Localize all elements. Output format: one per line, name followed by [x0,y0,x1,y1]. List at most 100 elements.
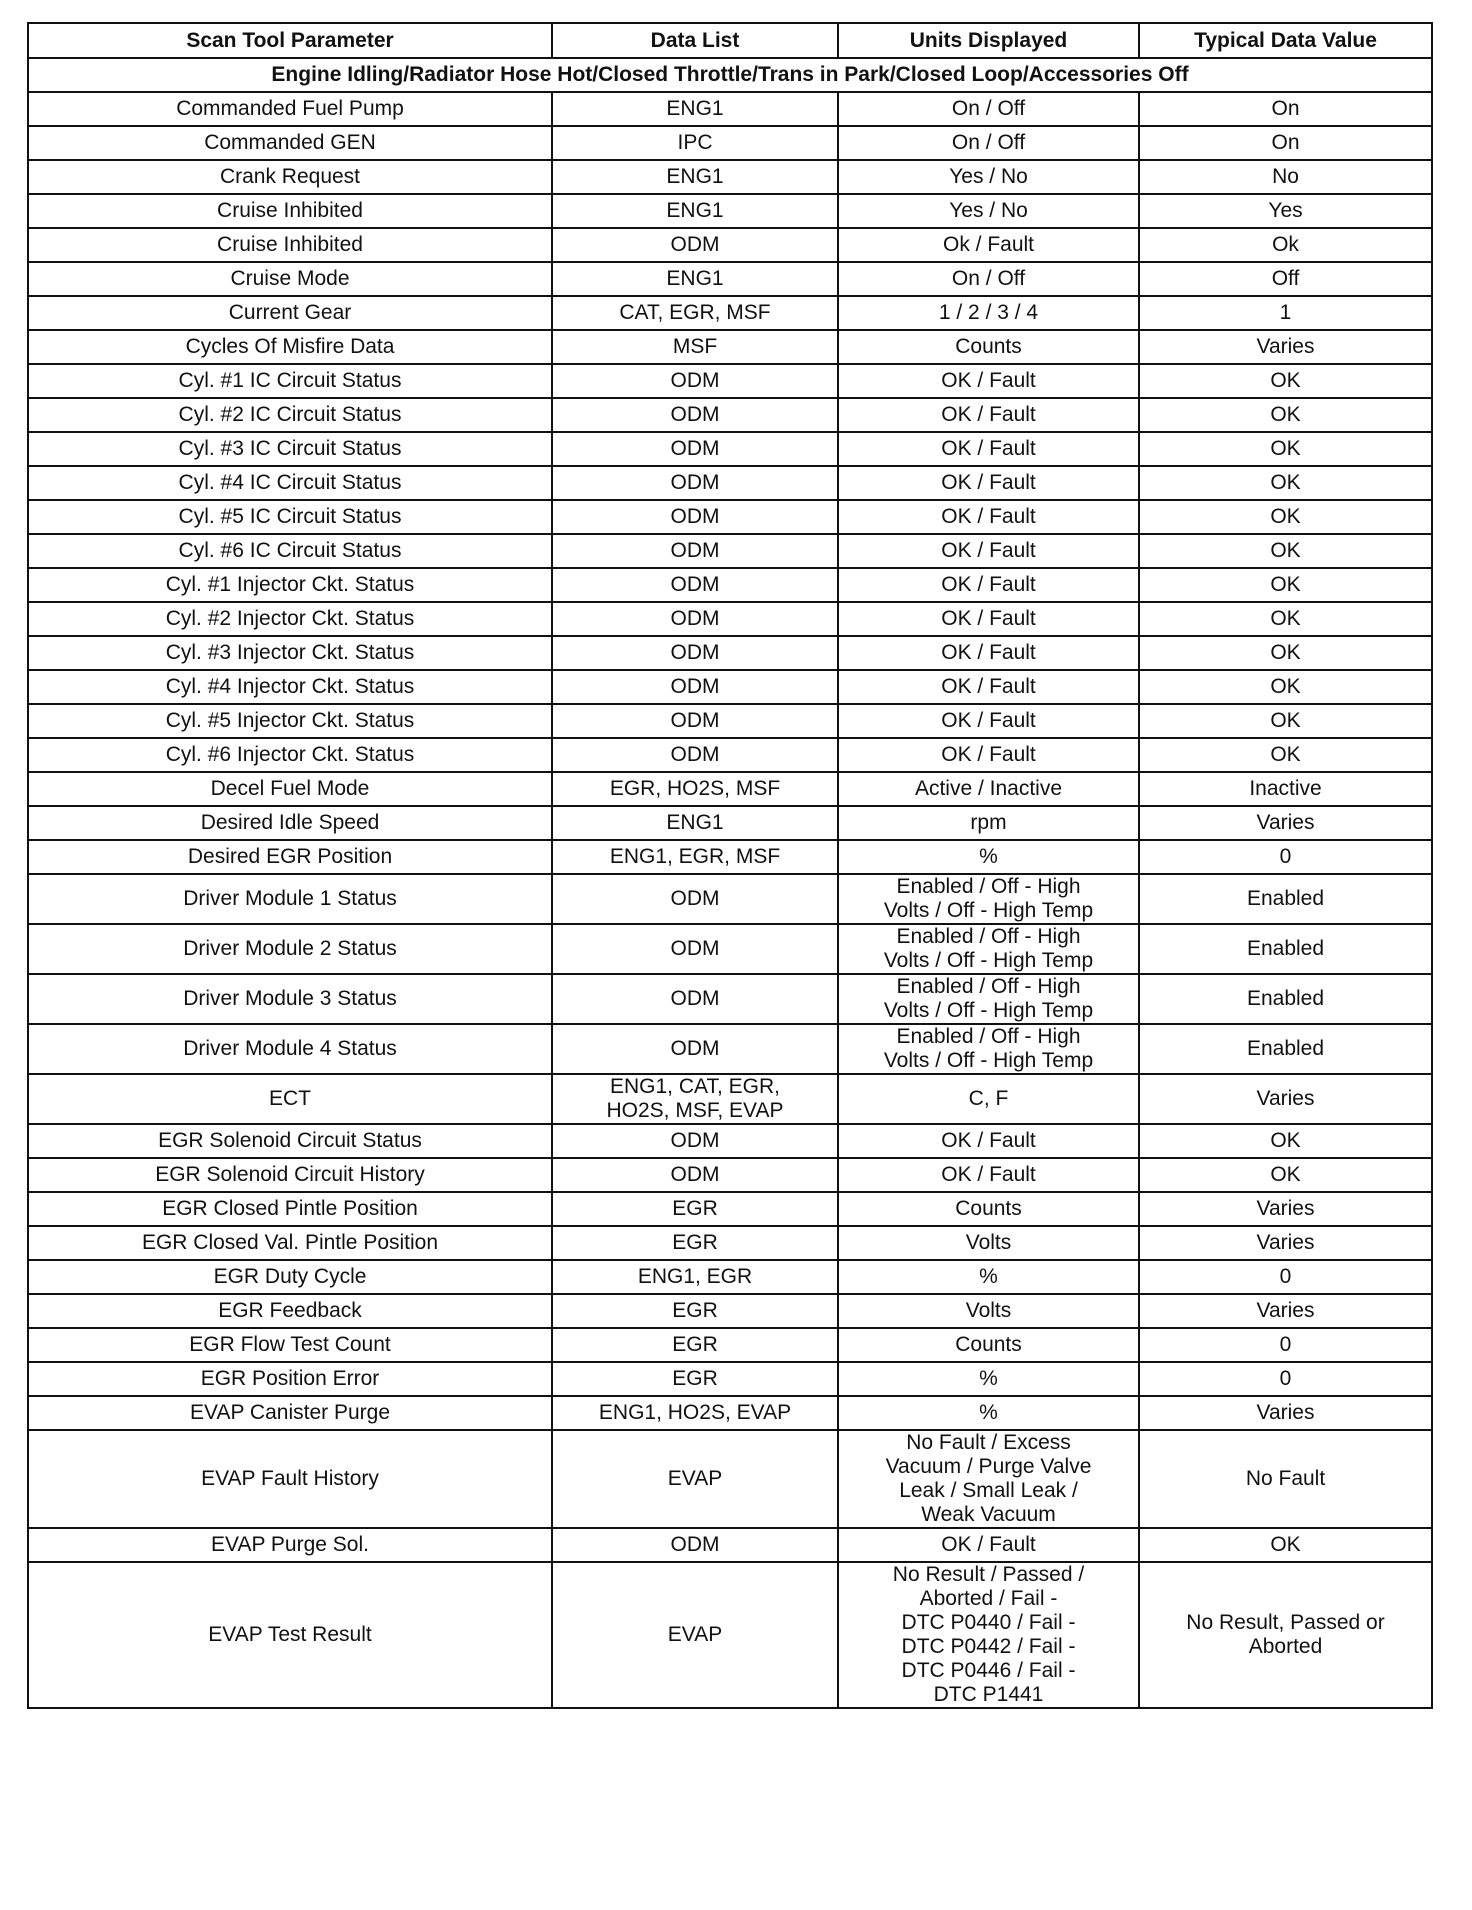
parameter-cell: Cyl. #3 Injector Ckt. Status [27,635,553,671]
units-cell: % [837,1259,1140,1295]
data-list-cell: ODM [551,465,839,501]
typical-value-cell: Yes [1138,193,1433,229]
data-list-cell: ODM [551,227,839,263]
data-list-cell: EGR [551,1191,839,1227]
parameter-cell: EGR Flow Test Count [27,1327,553,1363]
table-row: EGR Position Error EGR% 0 [27,1361,1433,1397]
typical-value-cell: On [1138,91,1433,127]
units-cell: Ok / Fault [837,227,1140,263]
typical-value-cell: 0 [1138,1361,1433,1397]
units-cell: OK / Fault [837,533,1140,569]
units-cell: No Result / Passed / Aborted / Fail - DT… [837,1561,1140,1709]
typical-value-cell: OK [1138,703,1433,739]
typical-value-cell: 0 [1138,839,1433,875]
table-row: Driver Module 2 Status ODM Enabled / Off -… [27,923,1433,975]
table-row: Cyl. #6 IC Circuit Status ODM OK / Fault OK [27,533,1433,569]
header-typical-data-value: Typical Data Value [1138,22,1433,59]
table-row: Cyl. #1 Injector Ckt. Status ODM OK / Faul… [27,567,1433,603]
header-scan-tool-parameter: Scan Tool Parameter [27,22,553,59]
parameter-cell: EGR Solenoid Circuit Status [27,1123,553,1159]
parameter-cell: Cyl. #6 IC Circuit Status [27,533,553,569]
parameter-cell: Driver Module 2 Status [27,923,553,975]
units-cell: C, F [837,1073,1140,1125]
parameter-cell: Cyl. #4 IC Circuit Status [27,465,553,501]
table-row: EGR Solenoid Circuit History ODM OK / Faul… [27,1157,1433,1193]
parameter-cell: Cruise Inhibited [27,193,553,229]
units-cell: Counts [837,1191,1140,1227]
parameter-cell: Commanded Fuel Pump [27,91,553,127]
parameter-cell: EVAP Test Result [27,1561,553,1709]
units-cell: rpm [837,805,1140,841]
units-cell: % [837,1395,1140,1431]
parameter-cell: Cyl. #4 Injector Ckt. Status [27,669,553,705]
data-list-cell: ODM [551,601,839,637]
typical-value-cell: Varies [1138,1293,1433,1329]
units-cell: Enabled / Off - High Volts / Off - High … [837,973,1140,1025]
units-cell: % [837,1361,1140,1397]
units-cell: Counts [837,1327,1140,1363]
typical-value-cell: Varies [1138,1191,1433,1227]
typical-value-cell: OK [1138,737,1433,773]
units-cell: Yes / No [837,159,1140,195]
table-row: Cruise Inhibited ENG1 Yes / No Yes [27,193,1433,229]
typical-value-cell: OK [1138,669,1433,705]
table-body: Commanded Fuel Pump ENG1 On / Off On Command… [27,91,1433,1709]
table-row: Cyl. #3 IC Circuit Status ODM OK / Fault OK [27,431,1433,467]
table-row: Cyl. #1 IC Circuit Status ODM OK / Fault OK [27,363,1433,399]
table-row: ECT ENG1, CAT, EGR, HO2S, MSF, EVAP C, F Va… [27,1073,1433,1125]
table-row: Cyl. #3 Injector Ckt. Status ODM OK / Faul… [27,635,1433,671]
typical-value-cell: Enabled [1138,1023,1433,1075]
units-cell: Enabled / Off - High Volts / Off - High … [837,923,1140,975]
typical-value-cell: On [1138,125,1433,161]
parameter-cell: Driver Module 4 Status [27,1023,553,1075]
parameter-cell: Cyl. #5 Injector Ckt. Status [27,703,553,739]
units-cell: OK / Fault [837,703,1140,739]
table-row: EGR Flow Test Count EGR Counts 0 [27,1327,1433,1363]
data-list-cell: ODM [551,873,839,925]
data-list-cell: EGR [551,1225,839,1261]
scan-tool-data-table: Scan Tool Parameter Data List Units Disp… [27,22,1433,1709]
typical-value-cell: OK [1138,1157,1433,1193]
data-list-cell: ODM [551,1123,839,1159]
data-list-cell: ODM [551,533,839,569]
data-list-cell: ODM [551,1023,839,1075]
data-list-cell: ODM [551,431,839,467]
typical-value-cell: Ok [1138,227,1433,263]
parameter-cell: Cruise Mode [27,261,553,297]
typical-value-cell: No Fault [1138,1429,1433,1529]
data-list-cell: EGR [551,1361,839,1397]
table-row: Driver Module 3 Status ODM Enabled / Off -… [27,973,1433,1025]
table-row: Cyl. #2 IC Circuit Status ODM OK / Fault OK [27,397,1433,433]
parameter-cell: Cycles Of Misfire Data [27,329,553,365]
data-list-cell: ENG1 [551,159,839,195]
typical-value-cell: 0 [1138,1327,1433,1363]
typical-value-cell: OK [1138,567,1433,603]
typical-value-cell: Varies [1138,805,1433,841]
typical-value-cell: Enabled [1138,923,1433,975]
header-row: Scan Tool Parameter Data List Units Disp… [27,22,1433,59]
parameter-cell: Cyl. #3 IC Circuit Status [27,431,553,467]
parameter-cell: EGR Closed Val. Pintle Position [27,1225,553,1261]
table-row: EGR Feedback EGR Volts Varies [27,1293,1433,1329]
units-cell: OK / Fault [837,737,1140,773]
data-list-cell: EGR [551,1293,839,1329]
parameter-cell: Desired Idle Speed [27,805,553,841]
table-row: Cyl. #5 Injector Ckt. Status ODM OK / Faul… [27,703,1433,739]
parameter-cell: Cyl. #1 IC Circuit Status [27,363,553,399]
data-list-cell: CAT, EGR, MSF [551,295,839,331]
table-row: EGR Closed Pintle Position EGR Counts Varie… [27,1191,1433,1227]
parameter-cell: Crank Request [27,159,553,195]
typical-value-cell: OK [1138,499,1433,535]
units-cell: OK / Fault [837,669,1140,705]
typical-value-cell: Varies [1138,1225,1433,1261]
units-cell: On / Off [837,261,1140,297]
table-row: Cyl. #4 IC Circuit Status ODM OK / Fault OK [27,465,1433,501]
parameter-cell: Cyl. #6 Injector Ckt. Status [27,737,553,773]
data-list-cell: ENG1, HO2S, EVAP [551,1395,839,1431]
parameter-cell: Commanded GEN [27,125,553,161]
typical-value-cell: OK [1138,533,1433,569]
units-cell: OK / Fault [837,363,1140,399]
table-row: Cyl. #2 Injector Ckt. Status ODM OK / Faul… [27,601,1433,637]
table-row: EVAP Canister Purge ENG1, HO2S, EVAP% Vari… [27,1395,1433,1431]
parameter-cell: EGR Closed Pintle Position [27,1191,553,1227]
